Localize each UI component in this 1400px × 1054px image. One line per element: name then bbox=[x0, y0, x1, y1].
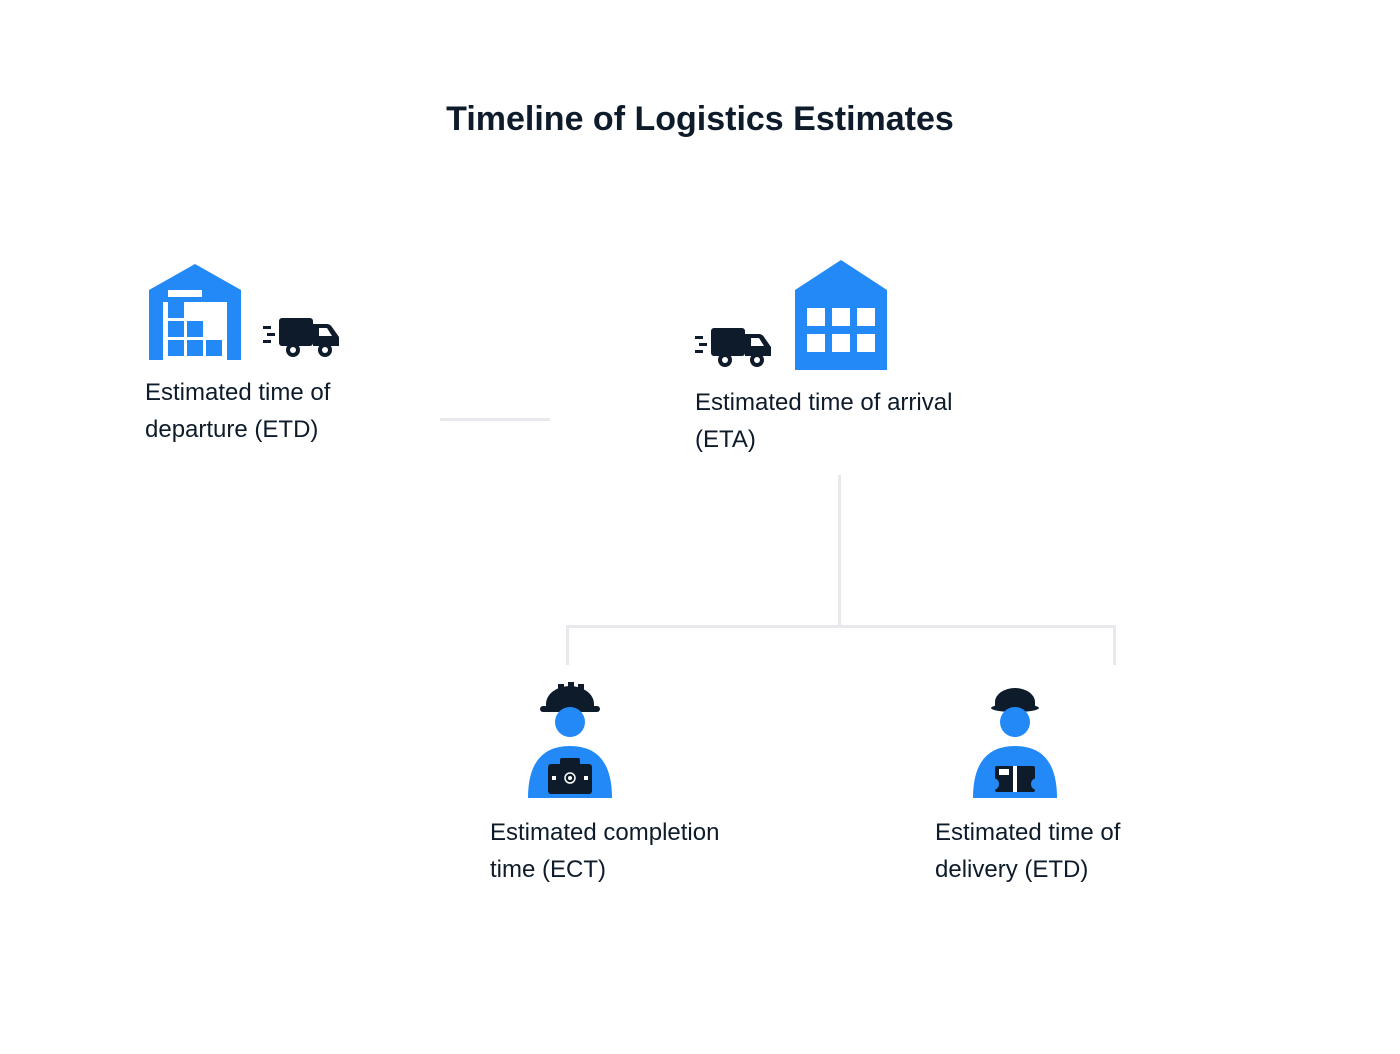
truck-moving-icon bbox=[695, 322, 773, 370]
warehouse-icon bbox=[145, 260, 245, 360]
delivery-person-icon bbox=[955, 680, 1075, 800]
connector-branch-horizontal bbox=[566, 625, 1116, 628]
node-etd-delivery: Estimated time of delivery (ETD) bbox=[935, 680, 1205, 888]
truck-moving-icon bbox=[263, 312, 341, 360]
building-icon bbox=[791, 260, 891, 370]
node-ect-label: Estimated completion time (ECT) bbox=[490, 814, 760, 888]
connector-branch-to-ect bbox=[566, 625, 569, 665]
node-etd-delivery-label: Estimated time of delivery (ETD) bbox=[935, 814, 1205, 888]
worker-toolbox-icon bbox=[510, 680, 630, 800]
connector-eta-down bbox=[838, 475, 841, 625]
node-ect: Estimated completion time (ECT) bbox=[490, 680, 760, 888]
connector-branch-to-etd-deliver bbox=[1113, 625, 1116, 665]
node-etd-departure: Estimated time of departure (ETD) bbox=[145, 260, 415, 448]
connector-etd-eta bbox=[440, 418, 550, 421]
node-eta: Estimated time of arrival (ETA) bbox=[695, 260, 965, 458]
page-title: Timeline of Logistics Estimates bbox=[0, 100, 1400, 139]
node-etd-departure-label: Estimated time of departure (ETD) bbox=[145, 374, 415, 448]
node-eta-label: Estimated time of arrival (ETA) bbox=[695, 384, 965, 458]
